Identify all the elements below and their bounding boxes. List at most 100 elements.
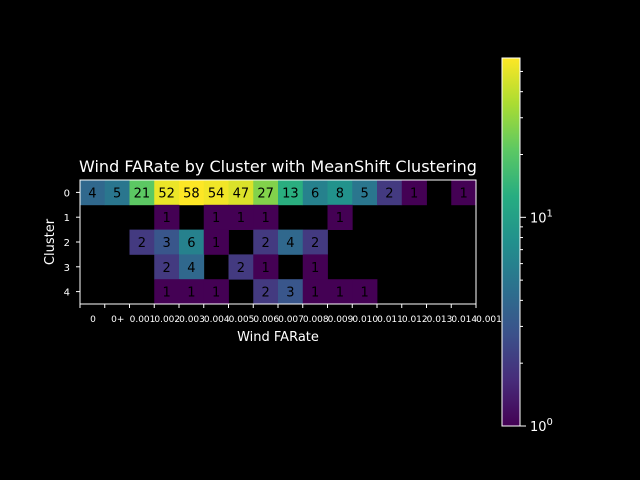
y-axis-label: Cluster [43,218,58,265]
x-tick-label: 0+ [111,315,124,325]
heatmap-cell-labels: 4 5 21 52 58 54 47 27 13 6 8 5 2 1 11 1 1 1 12 3 6 1 2 4 22 4 2 1 11… [88,186,468,300]
heatmap-cell [327,204,353,230]
cell-value-label: 5 [360,186,368,201]
x-tick-label: 0.007 [278,315,304,325]
x-tick-label: 0.006 [253,315,279,325]
cell-value-label: 3 [162,236,170,251]
x-tick-label: 0.001 [130,315,156,325]
heatmap-cell [179,279,205,305]
cell-value-label: 52 [158,186,175,201]
cell-value-label: 1 [336,211,344,226]
cell-value-label: 54 [208,186,225,201]
cell-value-label: 1 [162,286,170,301]
y-tick-label: 4 [64,288,70,299]
heatmap-cell [154,279,180,305]
heatmap-cell [253,279,279,305]
heatmap-cell [80,180,106,206]
x-tick-label: 0.013 [427,315,453,325]
cell-value-label: 1 [212,211,220,226]
heatmap-cell [253,180,279,206]
heatmap-cell [179,229,205,255]
heatmap-cell [302,229,328,255]
colorbar-tick-label: 101 [530,208,553,226]
cell-value-label: 6 [187,236,195,251]
heatmap-cell [179,180,205,206]
cell-value-label: 21 [134,186,151,201]
heatmap-cell [228,180,254,206]
cell-value-label: 1 [187,286,195,301]
x-tick-label: 0 [90,315,96,325]
cell-value-label: 4 [88,186,96,201]
heatmap-cell [154,254,180,280]
y-tick-label: 2 [64,238,70,249]
colorbar-tick-label: 100 [530,417,553,435]
cell-value-label: 2 [162,261,170,276]
cell-value-label: 47 [233,186,250,201]
colorbar-ticks: 100 101 [520,70,553,435]
cell-value-label: 1 [212,236,220,251]
cell-value-label: 27 [257,186,274,201]
x-tick-label: 0.010 [352,315,378,325]
heatmap-cell [352,180,378,206]
heatmap-cell [253,204,279,230]
heatmap-cell [401,180,427,206]
cell-value-label: 2 [261,286,269,301]
heatmap-cell [179,254,205,280]
heatmap-cell [203,204,229,230]
y-tick-label: 3 [64,263,70,274]
cell-value-label: 1 [261,261,269,276]
cell-value-label: 1 [237,211,245,226]
heatmap-cell [129,180,155,206]
x-tick-label: 0.008 [303,315,329,325]
colorbar [501,57,521,427]
heatmap-cell [104,180,130,206]
cell-value-label: 58 [183,186,200,201]
heatmap-cell [352,279,378,305]
y-tick-label: 0 [64,188,70,199]
heatmap-cell [228,204,254,230]
heatmap-cell [154,204,180,230]
heatmap-cell [253,229,279,255]
cell-value-label: 3 [286,286,294,301]
x-tick-label: 0.009 [328,315,354,325]
heatmap-cell [228,254,254,280]
heatmap-cell [302,254,328,280]
heatmap-cell [327,279,353,305]
cell-value-label: 1 [360,286,368,301]
x-tick-label: 0.005 [229,315,255,325]
x-tick-label: 0.011 [377,315,403,325]
cell-value-label: 1 [162,211,170,226]
heatmap-cell [154,180,180,206]
cell-value-label: 4 [286,236,294,251]
cell-value-label: 1 [311,286,319,301]
heatmap-cell [302,279,328,305]
heatmap-cell [327,180,353,206]
y-tick-label: 1 [64,213,70,224]
heatmap-cells [80,180,477,305]
cell-value-label: 4 [187,261,195,276]
x-tick-label: 0.014 [451,315,477,325]
cell-value-label: 1 [410,186,418,201]
heatmap-cell [278,229,304,255]
cell-value-label: 1 [459,186,467,201]
cell-value-label: 6 [311,186,319,201]
cell-value-label: 2 [138,236,146,251]
cell-value-label: 2 [261,236,269,251]
cell-value-label: 2 [237,261,245,276]
heatmap-cell [278,180,304,206]
heatmap-cell [154,229,180,255]
cell-value-label: 1 [311,261,319,276]
y-axis-ticks: 0 1 2 3 4 [64,188,80,299]
cell-value-label: 1 [336,286,344,301]
x-tick-label: 0.001 [476,315,502,325]
cell-value-label: 1 [212,286,220,301]
cell-value-label: 2 [311,236,319,251]
heatmap-cell [203,229,229,255]
heatmap-cell [302,180,328,206]
x-tick-label: 0.004 [204,315,230,325]
cell-value-label: 2 [385,186,393,201]
cell-value-label: 5 [113,186,121,201]
x-tick-label: 0.012 [402,315,428,325]
chart-title: Wind FARate by Cluster with MeanShift Cl… [79,157,477,176]
